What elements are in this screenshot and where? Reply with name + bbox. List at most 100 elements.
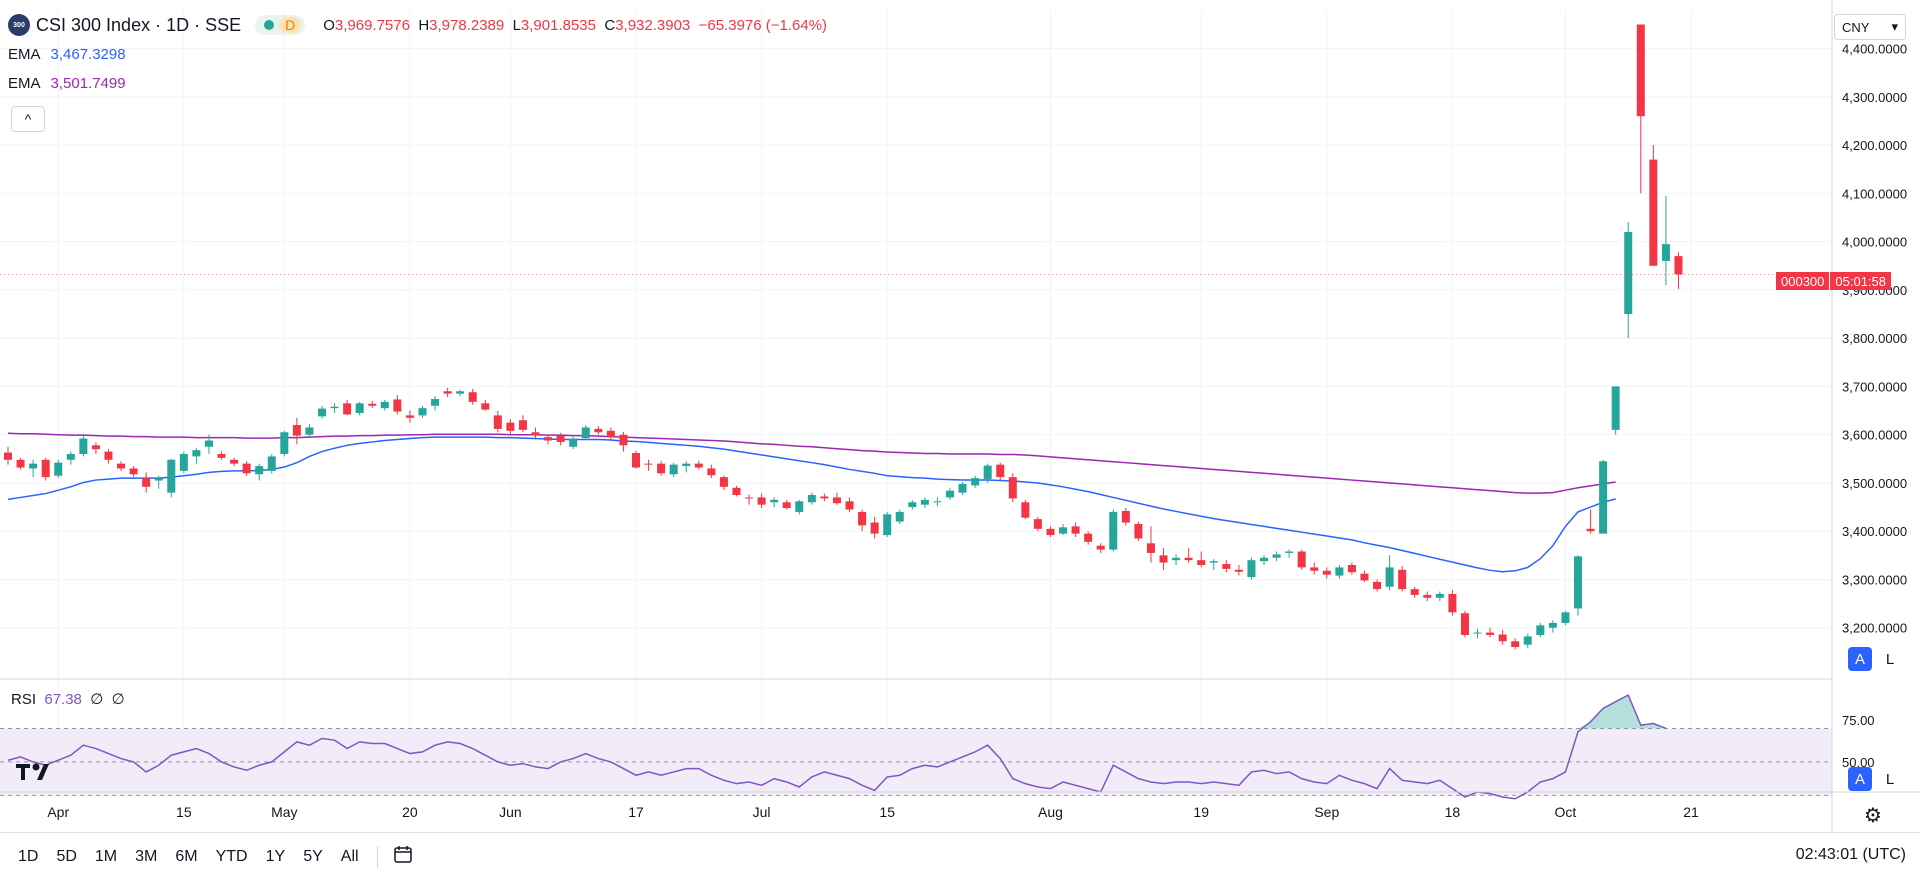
candle-body <box>1410 589 1419 595</box>
candle <box>782 499 791 510</box>
x-tick-label: Oct <box>1555 804 1577 820</box>
range-1m-button[interactable]: 1M <box>94 847 118 865</box>
rsi-log-scale-button[interactable]: L <box>1885 770 1895 788</box>
rsi-tick-label: 50.00 <box>1842 755 1875 770</box>
rsi-legend[interactable]: RSI 67.38 ∅ ∅ <box>11 690 125 708</box>
candle <box>1599 459 1608 534</box>
candle <box>1297 549 1306 570</box>
indicator-ema-fast[interactable]: EMA 3,467.3298 <box>8 43 827 65</box>
price-tag-symbol: 000300 <box>1776 272 1830 290</box>
y-tick-label: 4,200.0000 <box>1842 138 1907 153</box>
candle <box>1272 551 1281 562</box>
ohlc-open: 3,969.7576 <box>334 16 410 34</box>
candle-body <box>782 502 791 509</box>
candle-body <box>1184 557 1193 561</box>
candle <box>1109 509 1118 552</box>
candle-body <box>795 501 804 512</box>
x-tick-label: 15 <box>176 804 192 820</box>
candle <box>895 509 904 524</box>
log-scale-button[interactable]: L <box>1885 650 1895 668</box>
candlestick-series <box>4 24 1683 650</box>
candle-body <box>1423 594 1432 598</box>
candle-body <box>418 408 427 416</box>
candle-body <box>1222 564 1231 569</box>
candle-body <box>1561 612 1570 623</box>
candle-body <box>1360 573 1369 581</box>
candle <box>1285 549 1294 558</box>
collapse-legend-button[interactable]: ^ <box>11 106 45 132</box>
range-1y-button[interactable]: 1Y <box>265 847 286 865</box>
ohlc-open-key: O <box>323 16 335 34</box>
candle <box>1410 586 1419 598</box>
candle <box>468 388 477 405</box>
candle-body <box>694 463 703 468</box>
tradingview-logo-icon[interactable] <box>14 760 58 789</box>
candle <box>393 395 402 415</box>
candle-body <box>1209 561 1218 563</box>
calendar-icon[interactable] <box>392 843 414 871</box>
symbol-title[interactable]: CSI 300 Index · 1D · SSE <box>36 14 242 35</box>
currency-select[interactable]: CNY ▾ <box>1834 14 1906 40</box>
range-ytd-button[interactable]: YTD <box>215 847 248 865</box>
candle-body <box>946 490 954 498</box>
candle <box>29 459 38 478</box>
range-3m-button[interactable]: 3M <box>135 847 158 865</box>
candle-body <box>330 406 339 409</box>
market-status[interactable]: D <box>255 15 306 35</box>
price-chart[interactable]: 75.00 50.00 3,200.0000 3,300.0000 3,400.000… <box>0 0 1920 832</box>
candle-body <box>154 478 163 481</box>
candle-body <box>1624 232 1633 315</box>
candle <box>1021 499 1030 520</box>
candle-body <box>230 459 239 464</box>
candle-body <box>179 454 188 471</box>
candle <box>54 459 63 479</box>
x-tick-label: Jun <box>499 804 522 820</box>
indicator-ema-slow[interactable]: EMA 3,501.7499 <box>8 72 827 94</box>
bottom-toolbar: 1D 5D 1M 3M 6M YTD 1Y 5Y All <box>0 832 1920 880</box>
utc-clock[interactable]: 02:43:01 (UTC) <box>1795 846 1906 863</box>
candle-body <box>1373 581 1382 590</box>
candle <box>179 451 188 474</box>
market-open-icon <box>264 20 275 30</box>
range-5y-button[interactable]: 5Y <box>303 847 323 865</box>
candle <box>1184 548 1193 563</box>
auto-scale-button[interactable]: A <box>1848 647 1872 671</box>
candle <box>770 497 779 508</box>
range-1d-button[interactable]: 1D <box>18 847 39 865</box>
symbol-row: 300 CSI 300 Index · 1D · SSE D O3,969.75… <box>8 14 827 36</box>
candle-body <box>1347 565 1356 573</box>
candle <box>1574 555 1582 616</box>
range-all-button[interactable]: All <box>340 847 359 865</box>
candle <box>1234 565 1243 576</box>
candle <box>456 389 465 397</box>
ohlc-close-key: C <box>604 16 616 34</box>
candle <box>832 492 841 505</box>
candle-body <box>1599 461 1608 534</box>
candle-body <box>79 438 88 454</box>
candle-body <box>443 391 452 394</box>
candle-body <box>1021 502 1030 518</box>
settings-gear-icon[interactable]: ⚙ <box>1864 805 1882 827</box>
rsi-panel: 75.00 50.00 <box>0 693 1875 800</box>
candle-body <box>1008 477 1017 499</box>
rsi-auto-scale-button[interactable]: A <box>1848 767 1872 791</box>
candle-body <box>405 415 414 418</box>
candle <box>280 430 289 457</box>
candle <box>996 462 1005 481</box>
candle-body <box>1297 551 1306 568</box>
candle <box>1373 579 1382 592</box>
candle-body <box>1498 634 1507 642</box>
ema-slow-label: EMA <box>8 74 41 92</box>
candle-body <box>4 452 12 460</box>
candle <box>933 497 942 507</box>
y-tick-label: 3,500.0000 <box>1842 476 1907 491</box>
candle <box>493 410 502 433</box>
candle-body <box>292 425 301 436</box>
candle <box>343 399 352 416</box>
last-price-tag: 000300 05:01:58 <box>1776 272 1891 290</box>
range-6m-button[interactable]: 6M <box>175 847 198 865</box>
range-5d-button[interactable]: 5D <box>56 847 77 865</box>
candle-body <box>54 462 63 476</box>
y-tick-label: 3,200.0000 <box>1842 621 1907 636</box>
x-tick-label: Sep <box>1314 804 1339 820</box>
